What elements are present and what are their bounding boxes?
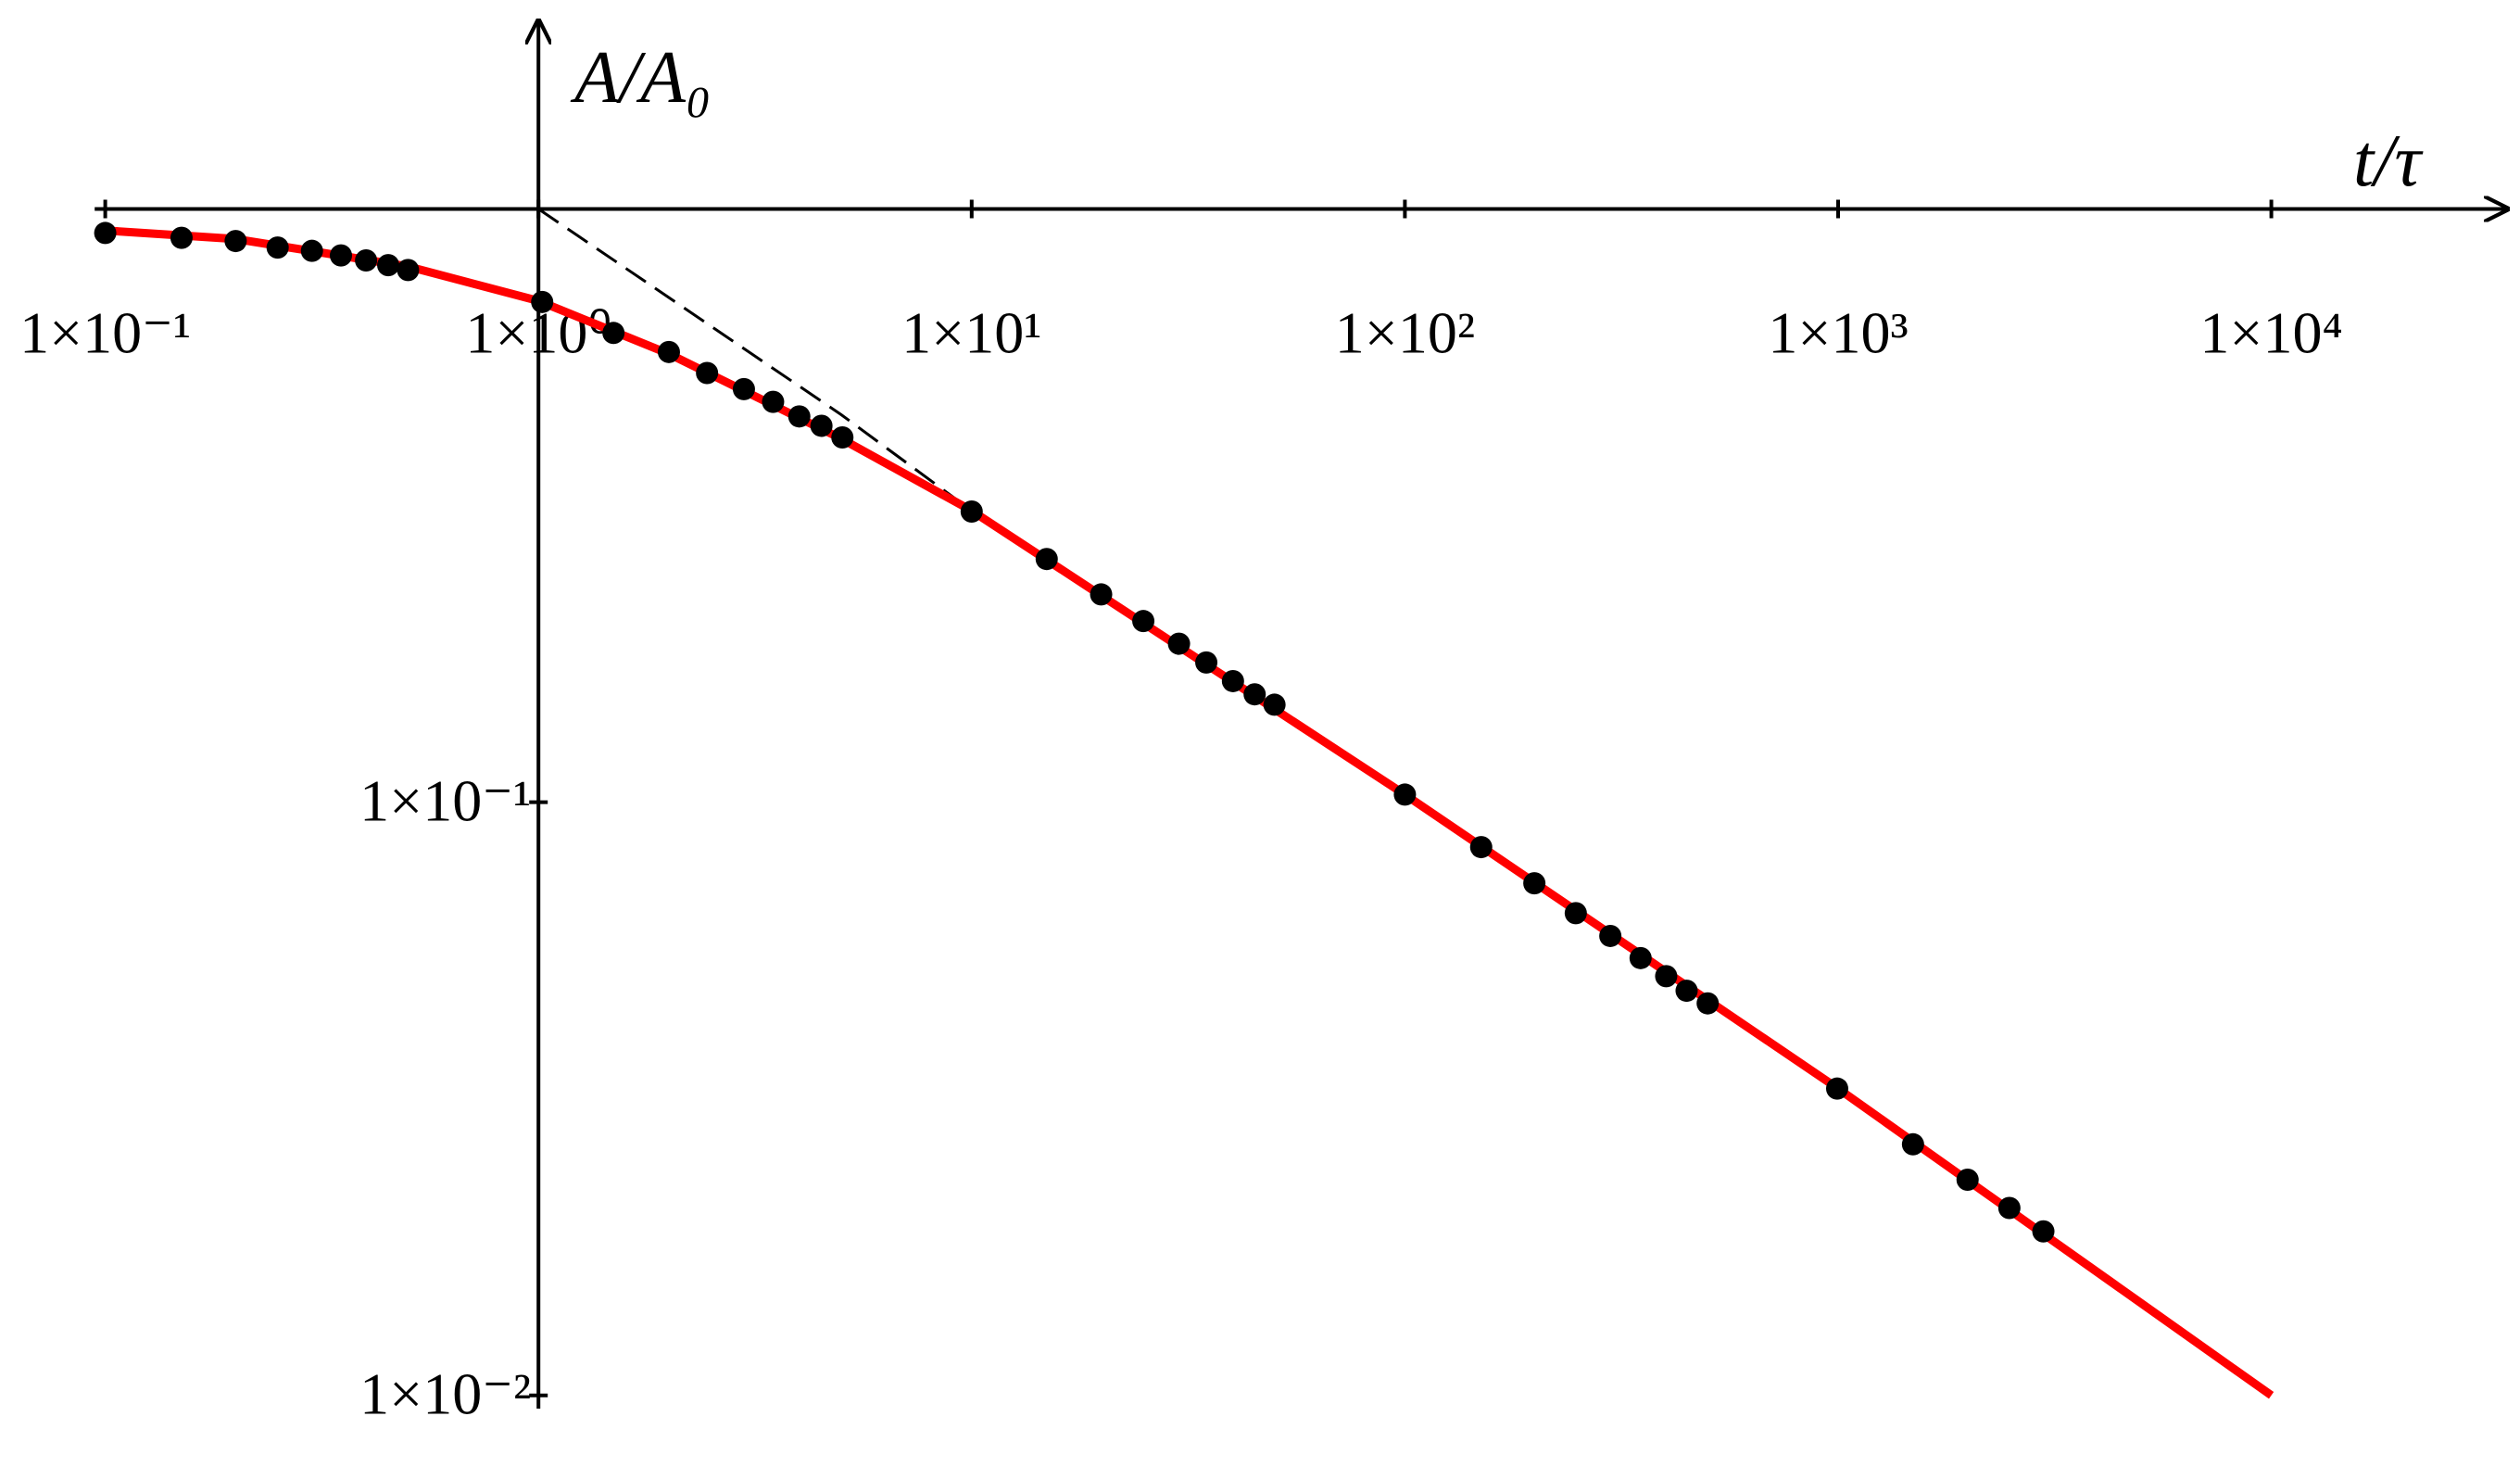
data-point [397, 259, 420, 282]
data-point [696, 361, 719, 385]
data-point [1629, 946, 1652, 969]
data-point [1393, 783, 1417, 806]
data-point [1599, 924, 1622, 947]
data-point [831, 426, 854, 449]
asymptote-line [537, 208, 1078, 580]
data-point [1035, 548, 1058, 571]
data-point [1469, 836, 1493, 859]
data-point [224, 230, 247, 253]
x-tick-label: 1×10¹ [901, 299, 1041, 365]
y-tick-label: 1×10⁻¹ [359, 768, 531, 834]
data-point [1564, 902, 1587, 925]
data-point [1675, 980, 1698, 1003]
y-tick-label: 1×10⁻² [359, 1361, 531, 1427]
data-point [1655, 965, 1678, 988]
data-point [788, 405, 811, 428]
data-point [531, 290, 554, 313]
data-point [657, 340, 680, 363]
x-tick-label: 1×10³ [1768, 299, 1908, 365]
data-point [1263, 693, 1286, 716]
data-point [377, 254, 400, 277]
x-tick-label: 1×10² [1335, 299, 1475, 365]
data-point [1090, 583, 1113, 606]
data-point [810, 414, 833, 437]
x-tick-label: 1×10⁴ [2199, 299, 2342, 365]
data-point [1243, 683, 1266, 706]
data-point [1221, 669, 1244, 692]
data-point [266, 236, 289, 259]
data-point [960, 500, 983, 523]
data-point [170, 226, 193, 249]
data-point [1523, 872, 1546, 895]
data-point [1825, 1077, 1848, 1100]
data-point [1956, 1168, 1979, 1191]
x-axis-label: t/τ [2353, 120, 2424, 202]
x-tick-label: 1×10⁻¹ [19, 299, 191, 365]
y-axis-label: A/A₀ [570, 37, 712, 119]
data-point [1901, 1132, 1924, 1156]
data-point [1997, 1196, 2021, 1220]
data-point [2032, 1220, 2055, 1243]
data-point [94, 221, 117, 245]
data-point [1195, 651, 1218, 674]
data-point [602, 322, 625, 345]
data-point [762, 390, 785, 413]
data-point [732, 377, 755, 400]
data-point [300, 239, 323, 262]
data-point [1132, 610, 1155, 633]
data-point [1696, 992, 1720, 1015]
data-point [1167, 632, 1191, 655]
data-point [330, 244, 353, 267]
data-point [355, 249, 378, 272]
